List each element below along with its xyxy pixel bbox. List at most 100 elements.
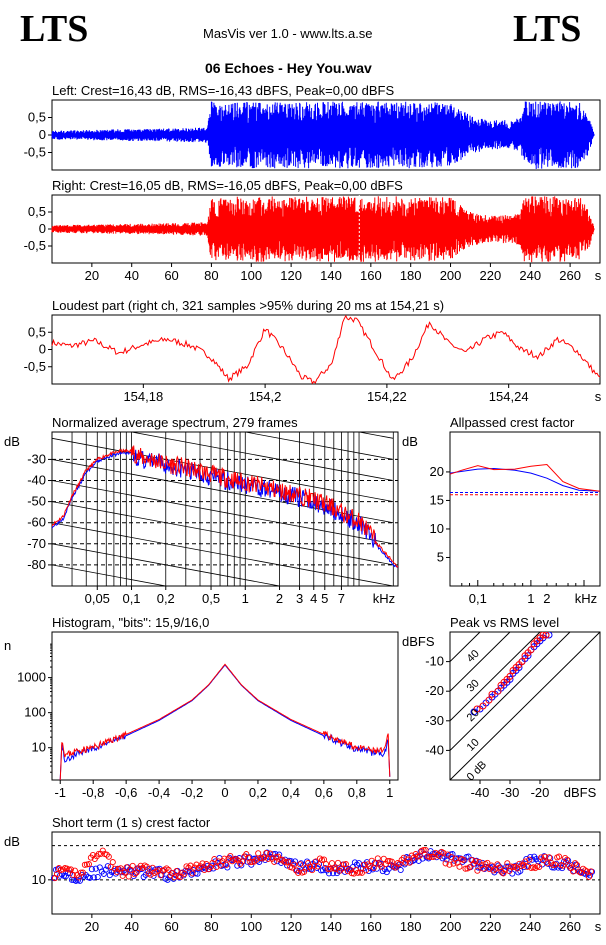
short-term-crest-point — [251, 858, 258, 865]
average-spectrum-ytick-label: -70 — [27, 536, 46, 551]
short-term-crest-point — [103, 851, 110, 858]
histogram-xtick-label: -0,6 — [115, 785, 137, 800]
short-term-crest-point — [440, 849, 447, 857]
loudest-part-frame — [51, 314, 601, 385]
short-term-crest-point — [53, 871, 61, 878]
short-term-crest-point — [86, 874, 93, 881]
short-term-crest-point — [456, 863, 463, 870]
short-term-crest-point — [432, 849, 439, 856]
peak-vs-rms-point — [506, 672, 514, 680]
allpassed-crest-ylabel: dB — [402, 434, 418, 449]
left-waveform-ytick-label: 0,5 — [28, 110, 46, 125]
short-term-crest-point — [164, 876, 171, 883]
loudest-part-xunit: s — [595, 389, 602, 404]
short-term-crest-point — [516, 860, 523, 867]
short-term-crest-point — [292, 858, 299, 865]
peak-vs-rms-ytick-label: -30 — [425, 713, 444, 728]
allpassed-crest-xtick-label: 1 — [527, 591, 534, 606]
allpassed-crest-series-0 — [449, 467, 601, 492]
peak-vs-rms-frame — [449, 631, 601, 781]
short-term-crest-point — [398, 856, 405, 863]
peak-vs-rms-plot-area — [450, 632, 600, 780]
short-term-crest-xtick-label: 60 — [164, 919, 178, 934]
right-waveform-xtick-label: 120 — [280, 268, 302, 283]
short-term-crest-point — [362, 867, 369, 874]
short-term-crest-point — [346, 866, 353, 873]
allpassed-crest-xunit: kHz — [575, 591, 597, 606]
short-term-crest-xunit: s — [595, 919, 602, 934]
short-term-crest-point — [542, 853, 549, 860]
short-term-crest-point — [524, 863, 531, 870]
peak-vs-rms-point — [479, 702, 487, 710]
average-spectrum-xtick-label: 0,1 — [122, 591, 140, 606]
short-term-crest-point — [262, 856, 269, 864]
short-term-crest-point — [465, 853, 472, 860]
average-spectrum-xtick-label: 5 — [321, 591, 328, 606]
short-term-crest-point — [201, 866, 208, 874]
short-term-crest-point — [504, 860, 511, 867]
short-term-crest-point — [95, 850, 102, 857]
short-term-crest-point — [79, 869, 86, 876]
short-term-crest-point — [478, 862, 485, 869]
peak-vs-rms-ytick-label: -20 — [425, 683, 444, 698]
right-waveform-ytick-label: 0 — [39, 221, 46, 236]
short-term-crest-point — [560, 862, 567, 869]
short-term-crest-point — [420, 846, 427, 854]
short-term-crest-point — [500, 870, 507, 877]
short-term-crest-point — [203, 861, 210, 868]
peak-vs-rms-diagonal — [450, 632, 541, 722]
short-term-crest-point — [189, 870, 196, 877]
histogram-xtick-label: -0,2 — [181, 785, 203, 800]
short-term-crest-point — [462, 865, 469, 872]
short-term-crest-point — [572, 860, 579, 867]
short-term-crest-xtick-label: 260 — [559, 919, 581, 934]
short-term-crest-point — [119, 872, 126, 879]
short-term-crest-point — [90, 874, 97, 881]
short-term-crest-point — [332, 865, 340, 873]
peak-vs-rms-point — [494, 687, 502, 695]
average-spectrum-slope-guide — [243, 432, 394, 460]
short-term-crest-point — [171, 874, 178, 881]
average-spectrum-xtick-label: 7 — [338, 591, 345, 606]
short-term-crest-point — [143, 863, 150, 870]
short-term-crest-point — [490, 867, 497, 874]
short-term-crest-point — [140, 873, 147, 881]
short-term-crest-point — [529, 856, 536, 863]
short-term-crest-point — [298, 860, 305, 867]
average-spectrum-ytick-label: -40 — [27, 473, 46, 488]
peak-vs-rms-point — [527, 646, 535, 654]
short-term-crest-point — [307, 863, 314, 870]
average-spectrum-xtick-label: 0,5 — [202, 591, 220, 606]
short-term-crest-point — [129, 862, 136, 869]
short-term-crest-point — [125, 873, 132, 880]
short-term-crest-point — [77, 869, 84, 876]
histogram-ytick-label: 1000 — [17, 670, 46, 685]
short-term-crest-ytick-label: 10 — [32, 872, 46, 887]
short-term-crest-title: Short term (1 s) crest factor — [52, 815, 211, 830]
short-term-crest-point — [422, 846, 429, 854]
loudest-part-signal — [51, 314, 601, 385]
short-term-crest-point — [191, 864, 198, 871]
short-term-crest-point — [406, 859, 413, 866]
short-term-crest-point — [117, 865, 124, 872]
histogram-xtick-label: -0,8 — [82, 785, 104, 800]
short-term-crest-xtick-label: 200 — [440, 919, 462, 934]
loudest-part-ytick-label: 0,5 — [28, 324, 46, 339]
short-term-crest-point — [552, 861, 559, 868]
short-term-crest-point — [466, 864, 473, 871]
short-term-crest-point — [563, 859, 570, 866]
short-term-crest-point — [360, 861, 367, 868]
short-term-crest-point — [562, 854, 569, 862]
short-term-crest-point — [170, 875, 177, 882]
right-waveform-xtick-label: 40 — [124, 268, 138, 283]
peak-vs-rms-point — [515, 664, 523, 671]
peak-vs-rms-diagonal — [450, 632, 511, 692]
short-term-crest-point — [502, 866, 509, 873]
app-title: MasVis ver 1.0 - www.lts.a.se — [203, 26, 373, 41]
right-waveform-xtick-label: 100 — [240, 268, 262, 283]
allpassed-crest-xtick-label: 2 — [543, 591, 550, 606]
short-term-crest-point — [181, 870, 188, 877]
short-term-crest-point — [472, 858, 479, 865]
average-spectrum-xtick-label: 0,05 — [85, 591, 110, 606]
